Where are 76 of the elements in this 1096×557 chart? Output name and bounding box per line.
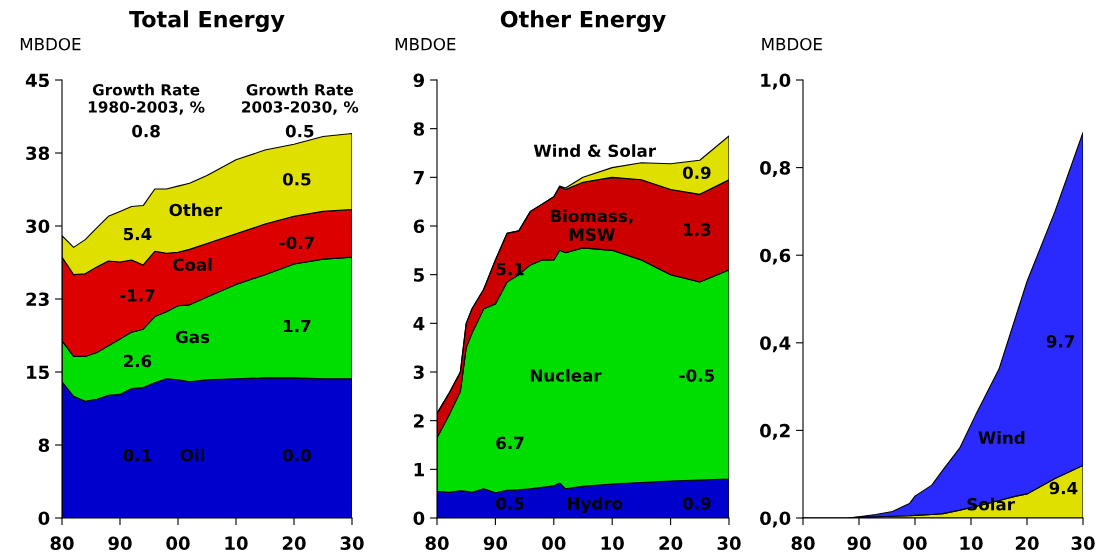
annotation: 0.8 bbox=[132, 124, 160, 138]
y-tick-label: 2 bbox=[414, 414, 424, 428]
annotation: 0.5 bbox=[282, 172, 311, 186]
annotation: Oil bbox=[180, 448, 204, 462]
y-tick-label: 0 bbox=[413, 511, 425, 526]
y-tick-label: 1,0 bbox=[761, 73, 791, 90]
annotation: Coal bbox=[173, 258, 212, 271]
x-tick-label: 90 bbox=[847, 536, 871, 551]
x-tick-label: 00 bbox=[166, 536, 190, 551]
annotation: Other bbox=[169, 203, 223, 217]
x-tick-label: 20 bbox=[659, 536, 683, 551]
annotation: 5.4 bbox=[123, 227, 152, 241]
x-tick-label: 30 bbox=[1071, 536, 1095, 551]
annotation: 9.7 bbox=[1046, 335, 1075, 348]
x-tick-label: 80 bbox=[791, 536, 815, 551]
y-tick-label: 8 bbox=[38, 438, 50, 453]
y-axis-title: MBDOE bbox=[762, 37, 822, 51]
y-tick-label: 23 bbox=[26, 292, 49, 307]
y-tick-label: 0,0 bbox=[760, 511, 791, 528]
annotation: 0.1 bbox=[123, 448, 152, 462]
annotation: 1.7 bbox=[284, 319, 311, 333]
y-tick-label: 0,2 bbox=[760, 423, 790, 440]
annotation: Wind & Solar bbox=[533, 144, 656, 158]
annotation: 1.3 bbox=[684, 223, 711, 236]
x-tick-label: 80 bbox=[50, 536, 74, 551]
annotation: 9.4 bbox=[1049, 481, 1078, 495]
x-tick-label: 90 bbox=[108, 536, 132, 551]
annotation: 2.6 bbox=[123, 354, 152, 368]
annotation: 0.9 bbox=[682, 497, 711, 510]
y-tick-label: 1 bbox=[414, 463, 424, 477]
y-tick-label: 30 bbox=[26, 219, 50, 234]
y-tick-label: 5 bbox=[414, 268, 424, 282]
annotation: 0.0 bbox=[282, 448, 311, 462]
annotation: -0.5 bbox=[679, 369, 714, 382]
annotation: Nuclear bbox=[530, 368, 602, 382]
x-tick-label: 00 bbox=[542, 536, 566, 551]
y-tick-label: 0,8 bbox=[760, 161, 791, 178]
annotation: Growth Rate 2003-2030, % bbox=[242, 83, 359, 115]
annotation: 5.1 bbox=[496, 262, 524, 276]
y-tick-label: 45 bbox=[25, 73, 49, 88]
annotation: Growth Rate 1980-2003, % bbox=[88, 83, 205, 115]
x-tick-label: 90 bbox=[483, 536, 508, 551]
y-tick-label: 7 bbox=[413, 171, 424, 185]
annotation: 0.5 bbox=[496, 497, 524, 510]
annotation: 0.9 bbox=[682, 166, 711, 180]
annotation: Biomass, MSW bbox=[550, 209, 633, 241]
x-tick-label: 20 bbox=[1015, 536, 1039, 551]
y-tick-label: 9 bbox=[413, 73, 425, 88]
x-tick-label: 10 bbox=[601, 536, 624, 551]
y-tick-label: 8 bbox=[413, 122, 425, 136]
chart-title: Total Energy bbox=[129, 10, 285, 33]
x-tick-label: 30 bbox=[340, 536, 364, 551]
x-tick-label: 80 bbox=[425, 536, 449, 551]
x-tick-label: 30 bbox=[717, 536, 741, 551]
annotation: Hydro bbox=[568, 496, 623, 513]
y-tick-label: 0,4 bbox=[760, 336, 791, 353]
annotation: -1.7 bbox=[120, 289, 155, 302]
y-axis-title: MBDOE bbox=[395, 37, 456, 51]
annotation: 6.7 bbox=[496, 436, 524, 450]
y-axis-title: MBDOE bbox=[20, 37, 81, 51]
y-tick-label: 0,6 bbox=[760, 248, 791, 265]
x-tick-label: 00 bbox=[903, 536, 927, 551]
annotation: -0.7 bbox=[279, 236, 314, 250]
annotation: Gas bbox=[175, 330, 210, 344]
y-tick-label: 0 bbox=[38, 511, 50, 526]
y-tick-label: 4 bbox=[413, 317, 425, 331]
y-tick-label: 15 bbox=[27, 365, 49, 380]
x-tick-label: 20 bbox=[282, 536, 306, 551]
chart-title: Other Energy bbox=[500, 10, 666, 33]
annotation: Wind bbox=[978, 431, 1025, 444]
annotation: 0.5 bbox=[285, 124, 314, 138]
y-tick-label: 38 bbox=[26, 146, 50, 161]
y-tick-label: 6 bbox=[413, 219, 425, 234]
x-tick-label: 10 bbox=[960, 536, 983, 551]
x-tick-label: 10 bbox=[225, 536, 248, 551]
y-tick-label: 3 bbox=[413, 365, 424, 380]
